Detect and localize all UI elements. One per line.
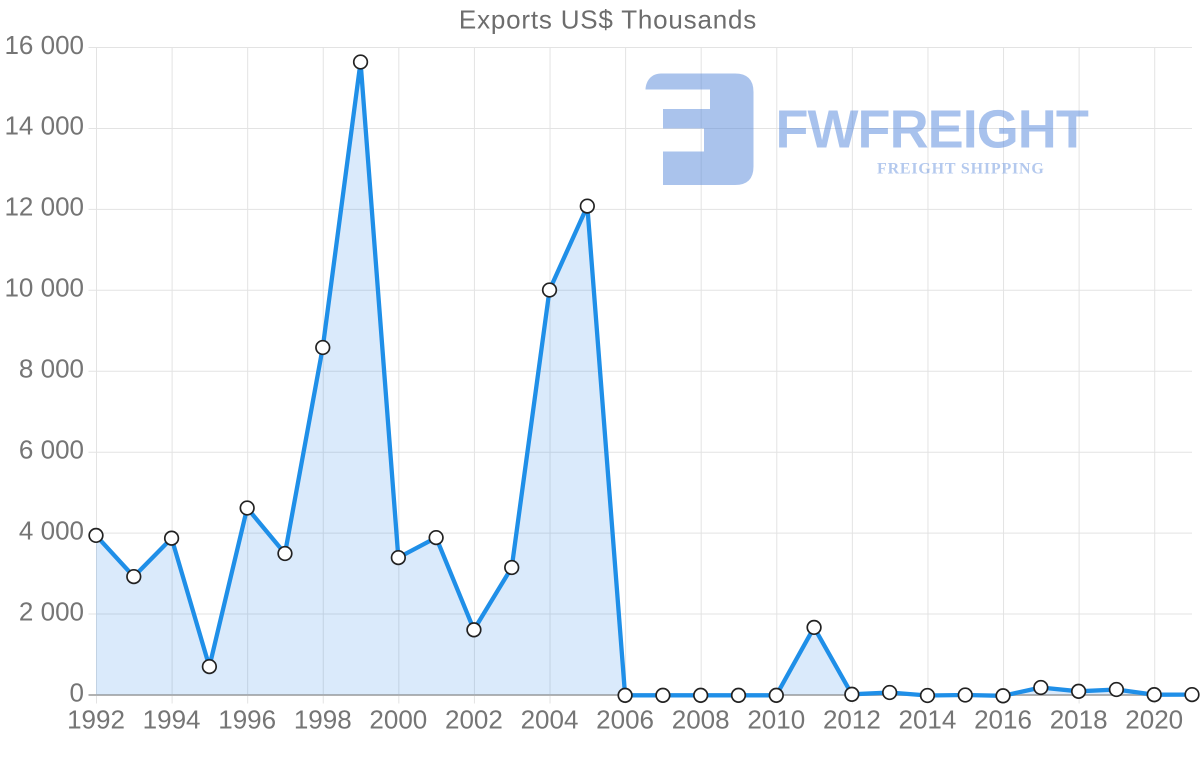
- svg-text:FREIGHT SHIPPING: FREIGHT SHIPPING: [877, 161, 1045, 178]
- svg-text:2008: 2008: [672, 704, 730, 734]
- svg-text:12 000: 12 000: [4, 192, 84, 222]
- svg-text:2020: 2020: [1125, 704, 1183, 734]
- svg-text:2006: 2006: [596, 704, 654, 734]
- svg-text:2000: 2000: [369, 704, 427, 734]
- svg-text:4 000: 4 000: [19, 515, 84, 545]
- svg-text:2010: 2010: [747, 704, 805, 734]
- svg-text:2012: 2012: [823, 704, 881, 734]
- svg-text:0: 0: [70, 677, 84, 707]
- svg-text:2002: 2002: [445, 704, 503, 734]
- svg-text:2004: 2004: [521, 704, 579, 734]
- svg-text:14 000: 14 000: [4, 111, 84, 141]
- svg-text:2016: 2016: [974, 704, 1032, 734]
- svg-text:16 000: 16 000: [4, 30, 84, 60]
- svg-text:1998: 1998: [294, 704, 352, 734]
- svg-text:1996: 1996: [218, 704, 276, 734]
- svg-text:10 000: 10 000: [4, 273, 84, 303]
- svg-text:2014: 2014: [899, 704, 957, 734]
- svg-text:2 000: 2 000: [19, 596, 84, 626]
- svg-text:2018: 2018: [1050, 704, 1108, 734]
- svg-text:1992: 1992: [67, 704, 125, 734]
- svg-text:FWFREIGHT: FWFREIGHT: [776, 100, 1089, 160]
- svg-text:1994: 1994: [143, 704, 201, 734]
- svg-text:Exports US$ Thousands: Exports US$ Thousands: [459, 5, 757, 35]
- svg-text:8 000: 8 000: [19, 354, 84, 384]
- svg-text:6 000: 6 000: [19, 435, 84, 465]
